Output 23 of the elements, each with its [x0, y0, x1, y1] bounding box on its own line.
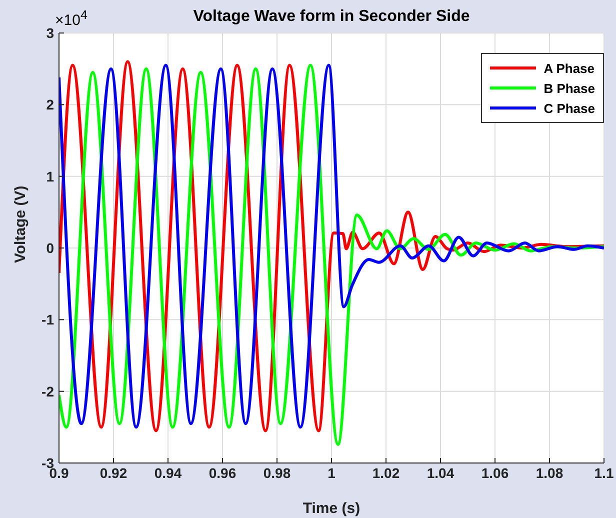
chart-title: Voltage Wave form in Seconder Side	[193, 8, 470, 25]
legend-label: B Phase	[544, 80, 595, 96]
x-tick-label: 1.08	[536, 464, 564, 481]
x-tick-label: 0.92	[100, 464, 128, 481]
x-tick-label: 1.06	[481, 464, 509, 481]
x-tick-label: 0.96	[208, 464, 236, 481]
x-tick-label: 1	[328, 464, 336, 481]
x-tick-label: 0.94	[154, 464, 182, 481]
x-tick-label: 1.04	[426, 464, 454, 481]
y-tick-label: -1	[42, 312, 54, 328]
text: ×10$^{4}$	[55, 8, 88, 29]
y-axis-title: Voltage (V)	[12, 186, 29, 263]
legend-label: C Phase	[544, 100, 595, 116]
x-tick-label: 0.98	[263, 464, 291, 481]
y-tick-label: 1	[46, 168, 54, 184]
x-tick-label: 1.1	[594, 464, 614, 481]
y-tick-label: 3	[46, 24, 54, 41]
y-tick-label: 2	[46, 96, 54, 113]
x-axis-title: Time (s)	[302, 500, 360, 517]
x-tick-label: 1.02	[372, 464, 400, 481]
y-tick-label: 0	[46, 240, 54, 256]
legend-label: A Phase	[544, 60, 595, 76]
y-tick-label: -2	[42, 383, 54, 400]
